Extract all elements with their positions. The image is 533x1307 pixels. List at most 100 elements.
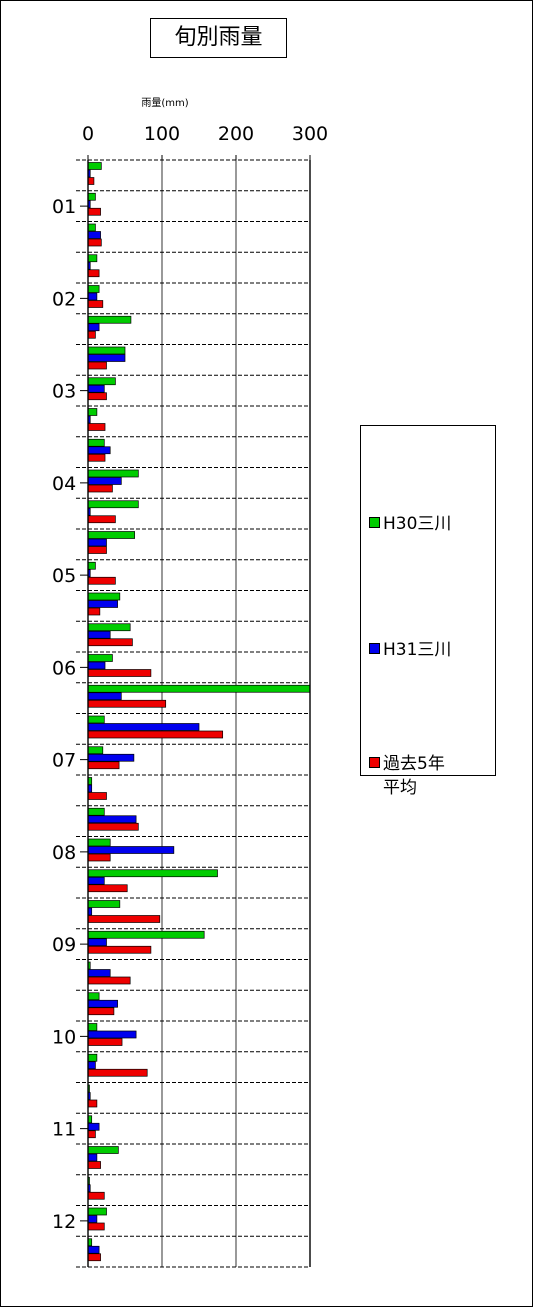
bar-avg-22 bbox=[87, 822, 139, 831]
bar-h30-6 bbox=[87, 315, 132, 324]
bar-avg-28 bbox=[87, 1007, 115, 1016]
bar-h31-27 bbox=[87, 969, 111, 977]
bar-h30-33 bbox=[87, 1146, 119, 1154]
bar-avg-12 bbox=[87, 515, 116, 524]
bar-h30-17 bbox=[87, 654, 113, 662]
legend-item-avg: 過去5年 平均 bbox=[369, 752, 494, 800]
bar-h30-4 bbox=[87, 254, 98, 263]
bar-h31-15 bbox=[87, 600, 118, 608]
bar-h30-12 bbox=[87, 500, 139, 509]
bar-avg-17 bbox=[87, 669, 152, 677]
bar-avg-26 bbox=[87, 945, 152, 954]
month-label-06: 06 bbox=[52, 657, 76, 679]
bar-avg-19 bbox=[87, 730, 224, 739]
bar-h30-14 bbox=[87, 561, 96, 570]
bar-h31-23 bbox=[87, 846, 175, 854]
bar-avg-21 bbox=[87, 792, 107, 800]
month-label-05: 05 bbox=[52, 565, 76, 587]
bar-h31-11 bbox=[87, 477, 122, 485]
bar-h31-17 bbox=[87, 661, 106, 670]
bar-h31-3 bbox=[87, 231, 101, 239]
month-label-04: 04 bbox=[52, 473, 76, 495]
bar-avg-7 bbox=[87, 361, 107, 370]
bar-h31-16 bbox=[87, 630, 111, 639]
bar-h30-16 bbox=[87, 623, 131, 632]
bar-h31-10 bbox=[87, 446, 111, 455]
bar-h30-29 bbox=[87, 1023, 98, 1031]
bar-h31-6 bbox=[87, 323, 100, 332]
bar-h31-13 bbox=[87, 538, 107, 547]
bar-h30-10 bbox=[87, 438, 105, 447]
bar-h30-30 bbox=[87, 1053, 98, 1062]
bar-h31-19 bbox=[87, 723, 200, 731]
bar-h31-30 bbox=[87, 1061, 96, 1070]
bar-h30-22 bbox=[87, 807, 105, 816]
bar-avg-24 bbox=[87, 884, 128, 893]
bar-h30-24 bbox=[87, 869, 218, 878]
month-label-08: 08 bbox=[52, 842, 76, 864]
bar-avg-23 bbox=[87, 853, 111, 862]
bar-avg-10 bbox=[87, 453, 106, 462]
bar-avg-4 bbox=[87, 269, 100, 278]
bar-h30-28 bbox=[87, 992, 100, 1001]
month-label-09: 09 bbox=[52, 934, 76, 956]
bar-h31-7 bbox=[87, 354, 126, 362]
bar-avg-33 bbox=[87, 1161, 101, 1169]
bar-h30-20 bbox=[87, 746, 104, 755]
bar-h30-13 bbox=[87, 531, 135, 539]
bar-h30-15 bbox=[87, 592, 121, 601]
bar-avg-18 bbox=[87, 699, 167, 708]
bar-h30-11 bbox=[87, 469, 139, 478]
bar-avg-25 bbox=[87, 915, 161, 923]
bar-h31-24 bbox=[87, 876, 105, 885]
bar-h31-18 bbox=[87, 692, 122, 701]
bar-h30-19 bbox=[87, 715, 105, 724]
bar-avg-29 bbox=[87, 1038, 123, 1046]
bar-h30-25 bbox=[87, 900, 121, 908]
legend-swatch-h30 bbox=[369, 516, 380, 528]
bar-h30-23 bbox=[87, 838, 111, 847]
month-label-07: 07 bbox=[52, 750, 76, 772]
bar-h31-8 bbox=[87, 384, 105, 393]
legend-label-h31: H31三川 bbox=[383, 640, 452, 660]
bar-h30-8 bbox=[87, 377, 116, 386]
month-label-02: 02 bbox=[52, 288, 76, 310]
bar-h30-26 bbox=[87, 930, 205, 939]
bar-avg-14 bbox=[87, 576, 116, 585]
bar-h31-26 bbox=[87, 938, 107, 947]
bar-h31-36 bbox=[87, 1245, 100, 1254]
bar-h30-3 bbox=[87, 223, 96, 232]
legend-label-h30: H30三川 bbox=[383, 514, 452, 534]
bar-avg-9 bbox=[87, 423, 106, 431]
bar-h30-35 bbox=[87, 1207, 107, 1216]
legend-item-h31: H31三川 bbox=[369, 638, 494, 662]
bar-h30-9 bbox=[87, 408, 98, 416]
bar-avg-5 bbox=[87, 300, 104, 308]
bar-avg-2 bbox=[87, 207, 101, 216]
legend-item-h30: H30三川 bbox=[369, 512, 494, 536]
bar-avg-1 bbox=[87, 177, 95, 185]
bar-h31-33 bbox=[87, 1153, 98, 1162]
month-label-03: 03 bbox=[52, 381, 76, 403]
bar-avg-8 bbox=[87, 392, 107, 401]
legend-swatch-h31 bbox=[369, 642, 380, 654]
legend-swatch-avg bbox=[369, 756, 380, 768]
bar-h30-1 bbox=[87, 162, 102, 170]
bar-h31-29 bbox=[87, 1030, 137, 1039]
bar-h30-5 bbox=[87, 285, 100, 293]
bar-avg-11 bbox=[87, 484, 113, 493]
x-axis-title: 雨量(mm) bbox=[141, 98, 189, 109]
x-tick-label: 300 bbox=[292, 123, 328, 145]
bar-avg-20 bbox=[87, 761, 120, 770]
bar-h30-18 bbox=[87, 684, 311, 693]
bar-avg-35 bbox=[87, 1222, 105, 1231]
x-tick-label: 100 bbox=[144, 123, 180, 145]
bar-avg-32 bbox=[87, 1130, 96, 1139]
bar-h31-28 bbox=[87, 999, 118, 1008]
bar-avg-6 bbox=[87, 330, 96, 339]
bar-h31-20 bbox=[87, 753, 135, 762]
bar-avg-34 bbox=[87, 1191, 105, 1200]
bar-avg-3 bbox=[87, 238, 102, 247]
legend-label-avg: 過去5年 平均 bbox=[383, 754, 445, 798]
